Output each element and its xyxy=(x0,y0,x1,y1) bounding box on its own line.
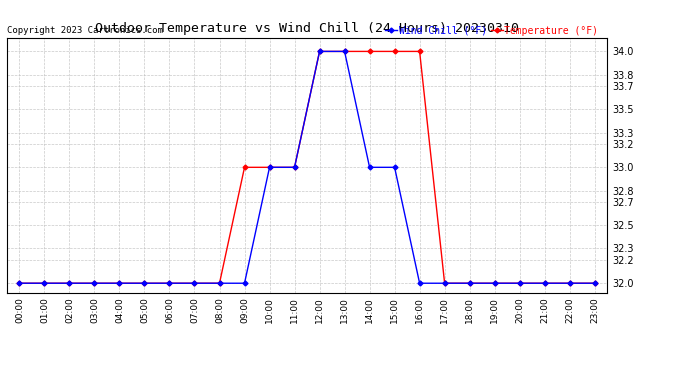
Legend: Wind Chill (°F), Temperature (°F): Wind Chill (°F), Temperature (°F) xyxy=(382,22,602,40)
Title: Outdoor Temperature vs Wind Chill (24 Hours) 20230310: Outdoor Temperature vs Wind Chill (24 Ho… xyxy=(95,22,519,35)
Text: Copyright 2023 Cartronics.com: Copyright 2023 Cartronics.com xyxy=(7,26,163,35)
